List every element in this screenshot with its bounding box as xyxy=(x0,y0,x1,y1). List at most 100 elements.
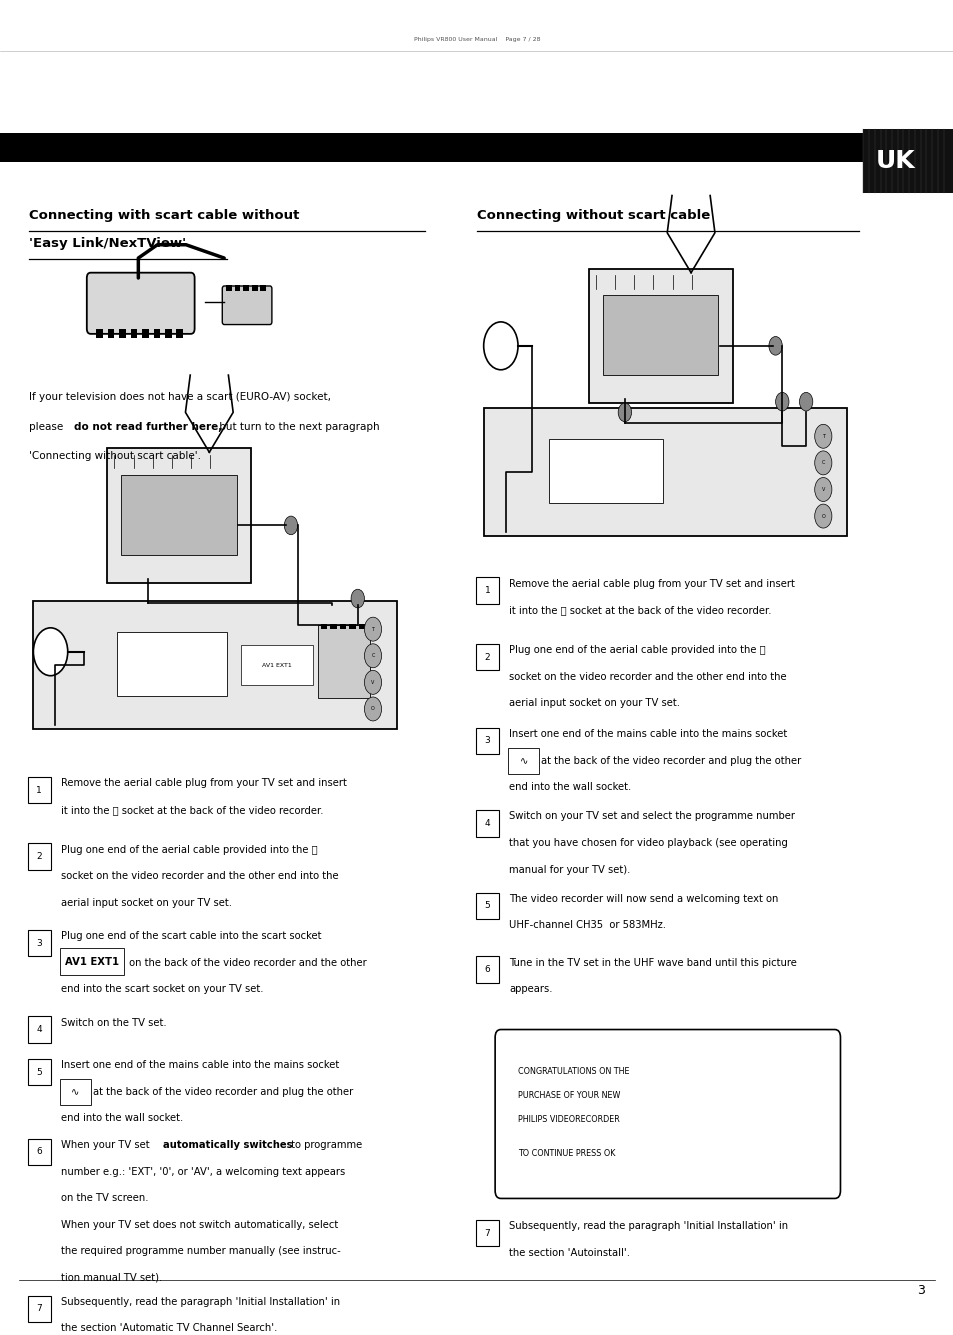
Text: Connecting without scart cable: Connecting without scart cable xyxy=(476,208,709,222)
Text: it into the ⎕ socket at the back of the video recorder.: it into the ⎕ socket at the back of the … xyxy=(509,605,771,615)
Bar xyxy=(330,623,336,629)
Text: ∿: ∿ xyxy=(71,1087,79,1097)
Text: 3: 3 xyxy=(917,1284,924,1296)
Bar xyxy=(243,284,249,291)
Text: 5: 5 xyxy=(36,1068,42,1076)
Text: that you have chosen for video playback (see operating: that you have chosen for video playback … xyxy=(509,838,787,848)
Text: the section 'Automatic TV Channel Search'.: the section 'Automatic TV Channel Search… xyxy=(61,1323,277,1334)
Text: Remove the aerial cable plug from your TV set and insert: Remove the aerial cable plug from your T… xyxy=(61,778,347,788)
Circle shape xyxy=(618,403,631,422)
Text: Insert one end of the mains cable into the mains socket: Insert one end of the mains cable into t… xyxy=(509,729,787,738)
Text: V: V xyxy=(371,680,375,685)
Text: 'Easy Link/NexTView': 'Easy Link/NexTView' xyxy=(29,236,186,250)
Bar xyxy=(234,284,240,291)
FancyBboxPatch shape xyxy=(222,286,272,324)
Text: 1: 1 xyxy=(36,785,42,794)
FancyBboxPatch shape xyxy=(508,748,538,774)
Text: T: T xyxy=(371,626,375,631)
Bar xyxy=(131,328,137,338)
Text: CONGRATULATIONS ON THE: CONGRATULATIONS ON THE xyxy=(517,1067,629,1076)
FancyBboxPatch shape xyxy=(476,810,498,837)
FancyBboxPatch shape xyxy=(87,272,194,334)
Text: Switch on the TV set.: Switch on the TV set. xyxy=(61,1017,167,1028)
Circle shape xyxy=(364,670,381,694)
Bar xyxy=(117,631,227,696)
Bar xyxy=(548,439,662,503)
Text: socket on the video recorder and the other end into the: socket on the video recorder and the oth… xyxy=(509,672,786,682)
FancyBboxPatch shape xyxy=(28,1139,51,1165)
Text: 3: 3 xyxy=(36,939,42,948)
Circle shape xyxy=(814,451,831,475)
Bar xyxy=(226,284,232,291)
Text: at the back of the video recorder and plug the other: at the back of the video recorder and pl… xyxy=(540,756,801,765)
Bar xyxy=(339,623,346,629)
Circle shape xyxy=(775,392,788,411)
FancyBboxPatch shape xyxy=(28,844,51,870)
Bar xyxy=(176,328,183,338)
Text: end into the wall socket.: end into the wall socket. xyxy=(509,782,631,792)
Text: aerial input socket on your TV set.: aerial input socket on your TV set. xyxy=(509,698,679,709)
Text: tion manual TV set).: tion manual TV set). xyxy=(61,1274,162,1283)
FancyBboxPatch shape xyxy=(476,1220,498,1247)
Text: 'Connecting without scart cable'.: 'Connecting without scart cable'. xyxy=(29,451,200,461)
Text: the required programme number manually (see instruc-: the required programme number manually (… xyxy=(61,1247,340,1256)
Text: TO CONTINUE PRESS OK: TO CONTINUE PRESS OK xyxy=(517,1149,615,1159)
Text: number e.g.: 'EXT', '0', or 'AV', a welcoming text appears: number e.g.: 'EXT', '0', or 'AV', a welc… xyxy=(61,1167,345,1176)
Text: Plug one end of the scart cable into the scart socket: Plug one end of the scart cable into the… xyxy=(61,930,321,941)
Bar xyxy=(252,284,257,291)
Text: 4: 4 xyxy=(484,818,490,828)
Bar xyxy=(317,625,370,698)
Text: end into the wall socket.: end into the wall socket. xyxy=(61,1113,183,1123)
Circle shape xyxy=(814,478,831,502)
Text: When your TV set does not switch automatically, select: When your TV set does not switch automat… xyxy=(61,1220,338,1230)
Circle shape xyxy=(33,627,68,676)
Text: but turn to the next paragraph: but turn to the next paragraph xyxy=(215,422,379,431)
Bar xyxy=(119,328,126,338)
FancyBboxPatch shape xyxy=(588,268,732,403)
Circle shape xyxy=(364,697,381,721)
Text: ∿: ∿ xyxy=(519,756,527,766)
Text: to programme: to programme xyxy=(288,1140,362,1149)
FancyBboxPatch shape xyxy=(28,1059,51,1085)
Text: 6: 6 xyxy=(36,1147,42,1156)
Text: please: please xyxy=(29,422,66,431)
Circle shape xyxy=(768,336,781,355)
Text: Connecting with scart cable without: Connecting with scart cable without xyxy=(29,208,298,222)
Text: Remove the aerial cable plug from your TV set and insert: Remove the aerial cable plug from your T… xyxy=(509,578,795,589)
Circle shape xyxy=(351,589,364,607)
Circle shape xyxy=(814,505,831,529)
Text: appears.: appears. xyxy=(509,984,553,995)
Text: at the back of the video recorder and plug the other: at the back of the video recorder and pl… xyxy=(92,1087,353,1097)
Text: Tune in the TV set in the UHF wave band until this picture: Tune in the TV set in the UHF wave band … xyxy=(509,957,797,968)
FancyBboxPatch shape xyxy=(476,956,498,983)
Text: Plug one end of the aerial cable provided into the ⎕: Plug one end of the aerial cable provide… xyxy=(61,845,317,854)
Bar xyxy=(862,129,953,192)
Text: V: V xyxy=(821,487,824,493)
Bar xyxy=(0,134,862,163)
Text: on the back of the video recorder and the other: on the back of the video recorder and th… xyxy=(126,957,366,968)
Text: C: C xyxy=(371,653,375,658)
Text: Philips VR800 User Manual    Page 7 / 28: Philips VR800 User Manual Page 7 / 28 xyxy=(414,37,539,43)
FancyBboxPatch shape xyxy=(476,893,498,918)
Text: manual for your TV set).: manual for your TV set). xyxy=(509,865,630,874)
Text: 5: 5 xyxy=(484,901,490,910)
Bar xyxy=(121,475,236,554)
Circle shape xyxy=(364,617,381,641)
Text: C: C xyxy=(821,461,824,466)
FancyBboxPatch shape xyxy=(476,728,498,754)
Circle shape xyxy=(814,425,831,449)
Text: 6: 6 xyxy=(484,965,490,975)
FancyBboxPatch shape xyxy=(107,449,251,582)
Circle shape xyxy=(364,643,381,668)
Text: the section 'Autoinstall'.: the section 'Autoinstall'. xyxy=(509,1248,630,1258)
Text: O: O xyxy=(371,706,375,712)
Text: it into the ⎕ socket at the back of the video recorder.: it into the ⎕ socket at the back of the … xyxy=(61,805,323,814)
Bar xyxy=(142,328,149,338)
Bar xyxy=(153,328,160,338)
FancyBboxPatch shape xyxy=(476,643,498,670)
Bar xyxy=(260,284,266,291)
Bar xyxy=(602,295,718,375)
Text: 7: 7 xyxy=(36,1304,42,1314)
Bar xyxy=(96,328,103,338)
Text: UK: UK xyxy=(874,150,914,174)
